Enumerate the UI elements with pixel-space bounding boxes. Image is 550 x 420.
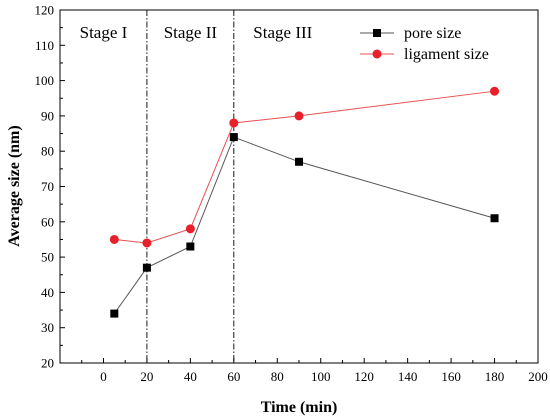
y-tick-label: 90 (41, 108, 54, 123)
x-tick-label: 100 (311, 369, 331, 384)
series-line-pore-size (113, 136, 495, 314)
x-tick-label: 140 (398, 369, 418, 384)
y-tick-label: 100 (35, 73, 55, 88)
point-marker-circle (185, 224, 195, 234)
y-tick-label: 70 (41, 179, 54, 194)
legend-marker-square (373, 29, 381, 37)
stage-label: Stage III (253, 23, 312, 42)
point-marker-circle (229, 118, 239, 128)
ticks-layer: 0 20 40 60 80 100 120 140 160 180 200 20 30 40 50 60 70 8… (35, 3, 548, 385)
stage-label: Stage II (164, 23, 218, 42)
x-tick-label: 80 (271, 369, 284, 384)
y-tick-label: 20 (41, 356, 54, 371)
point-marker-square (490, 214, 499, 223)
x-tick-label: 40 (184, 369, 197, 384)
legend: pore size ligament size (360, 25, 489, 63)
y-tick-label: 50 (41, 250, 54, 265)
point-marker-circle (142, 238, 152, 248)
point-marker-square (110, 309, 119, 318)
stage-label: Stage I (80, 23, 128, 42)
x-tick-label: 160 (441, 369, 461, 384)
point-marker-circle (109, 234, 119, 244)
series-layer (109, 86, 500, 318)
y-tick-label: 120 (35, 3, 55, 18)
point-marker-circle (490, 86, 500, 96)
point-marker-square (186, 242, 195, 251)
legend-label: ligament size (404, 46, 489, 63)
stage-dividers (146, 10, 235, 363)
x-tick-label: 0 (100, 369, 107, 384)
y-axis-title: Average size (nm) (6, 125, 23, 246)
x-tick-label: 20 (140, 369, 153, 384)
stage-labels: Stage I Stage II Stage III (80, 23, 313, 42)
point-marker-circle (294, 111, 304, 121)
y-tick-label: 30 (41, 320, 54, 335)
y-tick-label: 60 (41, 214, 54, 229)
legend-marker-circle (372, 49, 382, 59)
y-tick-label: 110 (35, 38, 54, 53)
legend-label: pore size (404, 25, 461, 42)
x-tick-label: 180 (485, 369, 505, 384)
x-tick-label: 60 (227, 369, 240, 384)
series-line-ligament-size (114, 90, 495, 244)
point-marker-square (142, 263, 151, 272)
y-tick-label: 40 (41, 285, 54, 300)
x-axis-title: Time (min) (261, 399, 338, 416)
y-tick-label: 80 (41, 144, 54, 159)
point-marker-square (295, 157, 303, 166)
x-tick-label: 120 (354, 369, 374, 384)
x-tick-label: 200 (528, 369, 548, 384)
point-marker-square (229, 133, 238, 142)
